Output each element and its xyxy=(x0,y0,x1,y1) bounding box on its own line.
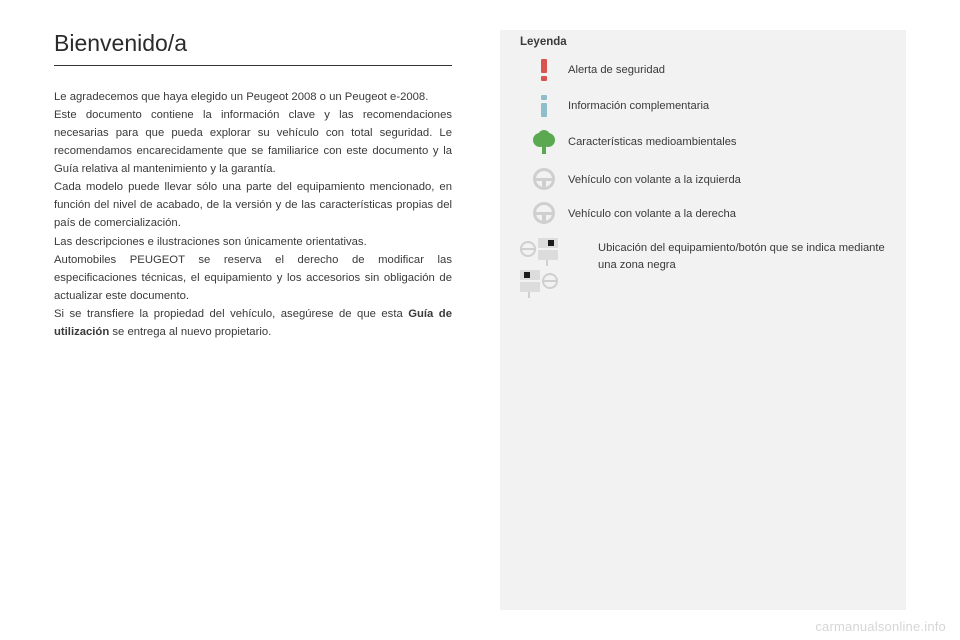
para-4: Las descripciones e ilustraciones son ún… xyxy=(54,233,452,251)
legend-label-lhd: Vehículo con volante a la izquierda xyxy=(568,168,741,189)
right-column: Leyenda Alerta de seguridad xyxy=(480,0,960,640)
para-5: Automobiles PEUGEOT se reserva el derech… xyxy=(54,251,452,305)
para-6c: se entrega al nuevo propietario. xyxy=(109,326,271,338)
title-rule xyxy=(54,65,452,66)
legend-row-lhd: Vehículo con volante a la izquierda xyxy=(520,168,890,190)
legend-label-safety: Alerta de seguridad xyxy=(568,58,665,79)
para-2: Este documento contiene la información c… xyxy=(54,106,452,178)
tree-icon xyxy=(520,130,568,156)
legend-label-rhd: Vehículo con volante a la derecha xyxy=(568,202,736,223)
page-title: Bienvenido/a xyxy=(54,30,452,57)
steering-right-icon xyxy=(520,202,568,224)
legend-row-env: Características medioambientales xyxy=(520,130,890,156)
info-icon xyxy=(520,94,568,118)
watermark-url: carmanualsonline.info xyxy=(815,619,946,634)
body-text: Le agradecemos que haya elegido un Peuge… xyxy=(54,88,452,341)
legend-label-env: Características medioambientales xyxy=(568,130,737,151)
left-column: Bienvenido/a Le agradecemos que haya ele… xyxy=(0,0,480,640)
legend-panel: Leyenda Alerta de seguridad xyxy=(500,30,906,610)
legend-title: Leyenda xyxy=(520,30,890,48)
para-3: Cada modelo puede llevar sólo una parte … xyxy=(54,178,452,232)
para-1: Le agradecemos que haya elegido un Peuge… xyxy=(54,88,452,106)
legend-label-info: Información complementaria xyxy=(568,94,709,115)
steering-left-icon xyxy=(520,168,568,190)
para-6a: Si se transfiere la propiedad del vehícu… xyxy=(54,308,408,320)
para-6: Si se transfiere la propiedad del vehícu… xyxy=(54,305,452,341)
dashboard-location-icon xyxy=(520,236,592,296)
exclamation-icon xyxy=(520,58,568,82)
legend-row-info: Información complementaria xyxy=(520,94,890,118)
legend-row-location: Ubicación del equipamiento/botón que se … xyxy=(520,236,890,296)
legend-row-safety: Alerta de seguridad xyxy=(520,58,890,82)
legend-label-location: Ubicación del equipamiento/botón que se … xyxy=(592,236,890,274)
legend-row-rhd: Vehículo con volante a la derecha xyxy=(520,202,890,224)
